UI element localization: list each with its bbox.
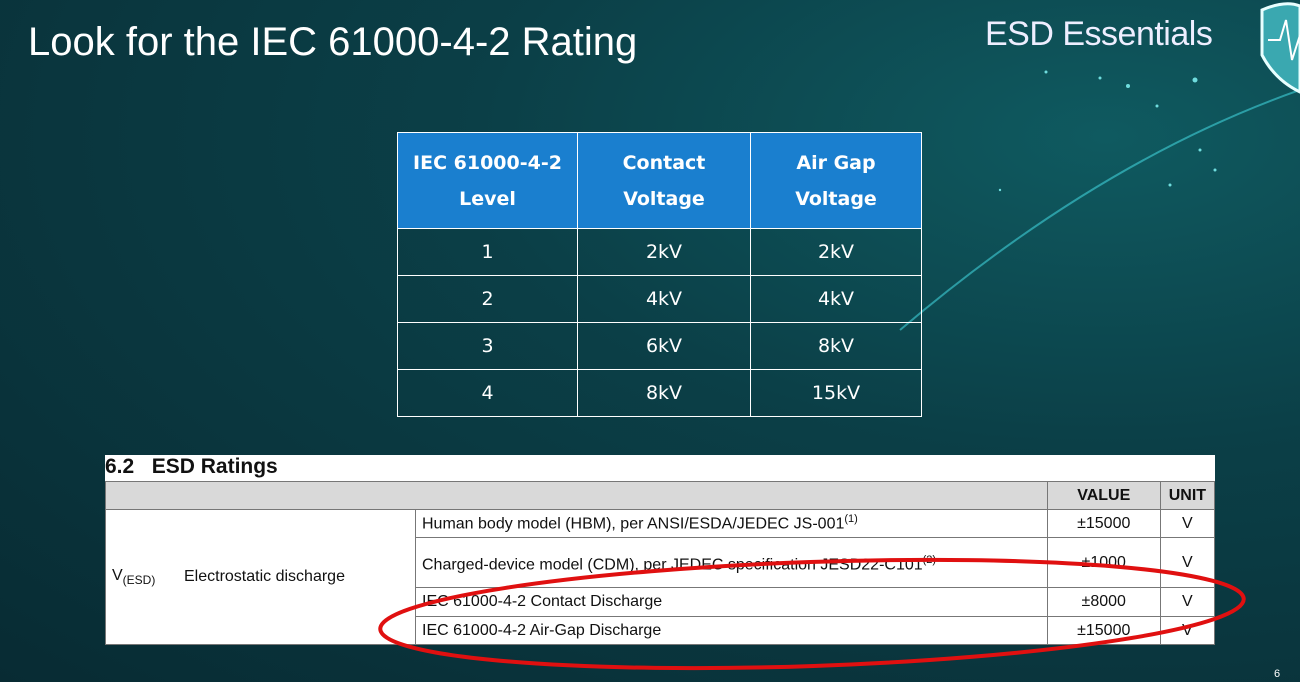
level: 4 bbox=[397, 369, 578, 417]
header-level: IEC 61000-4-2 Level bbox=[397, 132, 578, 229]
header-air-gap-voltage: Air Gap Voltage bbox=[750, 132, 922, 229]
air-gap-voltage: 8kV bbox=[750, 322, 922, 370]
esd-ratings-excerpt: 6.2 ESD Ratings VALUE UNIT V(ESD) Electr… bbox=[105, 455, 1216, 645]
brand-name: ESD Essentials bbox=[985, 15, 1213, 53]
unit: V bbox=[1159, 537, 1216, 588]
value: ±1000 bbox=[1046, 537, 1161, 588]
condition: Charged-device model (CDM), per JEDEC sp… bbox=[415, 537, 1048, 588]
condition: IEC 61000-4-2 Contact Discharge bbox=[415, 587, 1048, 617]
value: ±15000 bbox=[1046, 509, 1161, 538]
unit: V bbox=[1159, 509, 1216, 538]
unit: V bbox=[1159, 616, 1216, 645]
symbol: V(ESD) bbox=[105, 509, 178, 645]
air-gap-voltage: 2kV bbox=[750, 228, 922, 276]
iec-level-table: IEC 61000-4-2 Level Contact Voltage Air Ga… bbox=[397, 132, 922, 417]
table-row: V(ESD) Electrostatic discharge Human bod… bbox=[105, 509, 1216, 645]
header-contact-voltage: Contact Voltage bbox=[577, 132, 751, 229]
esd-ratings-title: 6.2 ESD Ratings bbox=[105, 455, 278, 478]
esd-ratings-table: VALUE UNIT V(ESD) Electrostatic discharg… bbox=[105, 481, 1216, 645]
header-unit: UNIT bbox=[1159, 481, 1216, 510]
parameter: Electrostatic discharge bbox=[178, 509, 416, 645]
table-row: 3 6kV 8kV bbox=[397, 322, 922, 370]
unit: V bbox=[1159, 587, 1216, 617]
contact-voltage: 6kV bbox=[577, 322, 751, 370]
header-value: VALUE bbox=[1046, 481, 1161, 510]
table-row: 1 2kV 2kV bbox=[397, 228, 922, 276]
shield-heartbeat-icon bbox=[1260, 2, 1300, 94]
air-gap-voltage: 15kV bbox=[750, 369, 922, 417]
condition: IEC 61000-4-2 Air-Gap Discharge bbox=[415, 616, 1048, 645]
value: ±15000 bbox=[1046, 616, 1161, 645]
air-gap-voltage: 4kV bbox=[750, 275, 922, 323]
value: ±8000 bbox=[1046, 587, 1161, 617]
page-number: 6 bbox=[1274, 668, 1281, 680]
contact-voltage: 4kV bbox=[577, 275, 751, 323]
table-row: 4 8kV 15kV bbox=[397, 369, 922, 417]
level: 3 bbox=[397, 322, 578, 370]
contact-voltage: 2kV bbox=[577, 228, 751, 276]
condition: Human body model (HBM), per ANSI/ESDA/JE… bbox=[415, 509, 1048, 538]
contact-voltage: 8kV bbox=[577, 369, 751, 417]
level: 2 bbox=[397, 275, 578, 323]
slide-title: Look for the IEC 61000-4-2 Rating bbox=[28, 20, 638, 64]
level: 1 bbox=[397, 228, 578, 276]
table-row: 2 4kV 4kV bbox=[397, 275, 922, 323]
